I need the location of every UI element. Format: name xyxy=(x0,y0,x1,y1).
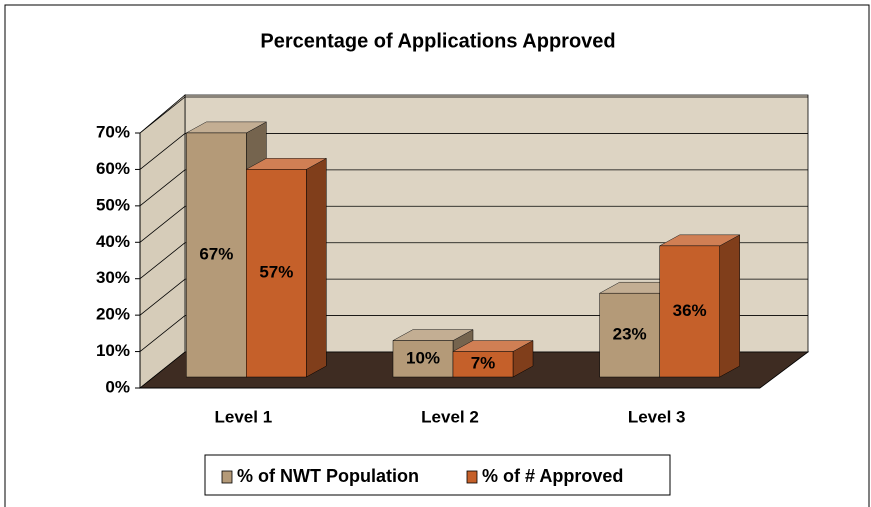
y-tick-label: 0% xyxy=(105,377,130,396)
grid-line xyxy=(139,133,186,170)
bar-top-shade xyxy=(186,121,267,133)
data-label: 23% xyxy=(613,325,647,344)
grid-line xyxy=(139,242,186,280)
bar xyxy=(246,169,307,378)
y-tick-label: 30% xyxy=(96,268,130,287)
bar xyxy=(659,245,720,378)
y-tick-label: 60% xyxy=(96,159,130,178)
bar xyxy=(452,351,514,378)
data-label: 7% xyxy=(471,354,496,373)
x-tick-label: Level 2 xyxy=(421,407,479,426)
legend-swatch xyxy=(466,470,478,484)
legend-label: % of # Approved xyxy=(482,466,623,486)
grid-line xyxy=(139,169,186,207)
grid-line xyxy=(139,205,186,243)
data-label: 67% xyxy=(199,244,233,263)
bar xyxy=(599,292,660,378)
data-label: 36% xyxy=(673,301,707,320)
grid-line xyxy=(139,96,186,134)
chart-title: Percentage of Applications Approved xyxy=(260,30,615,52)
y-tick-label: 10% xyxy=(96,341,130,360)
y-tick-label: 20% xyxy=(96,305,130,324)
bar-side-shade xyxy=(513,340,533,377)
x-tick-label: Level 1 xyxy=(215,407,273,426)
bar-top-shade xyxy=(453,340,533,352)
bar-side-shade xyxy=(719,234,740,377)
bar xyxy=(186,132,247,378)
bar-top-shade xyxy=(246,158,327,170)
x-tick-label: Level 3 xyxy=(628,407,686,426)
y-tick-label: 70% xyxy=(96,122,130,141)
grid-line xyxy=(139,278,186,316)
data-label: 57% xyxy=(259,263,293,282)
legend-label: % of NWT Population xyxy=(237,466,419,486)
bar-side-shade xyxy=(306,158,327,377)
y-tick-label: 50% xyxy=(96,195,130,214)
y-tick-label: 40% xyxy=(96,232,130,251)
legend-box xyxy=(204,454,671,496)
data-label: 10% xyxy=(406,348,440,367)
bar-top-shade xyxy=(659,234,740,246)
bar-top-shade xyxy=(393,329,473,341)
grid-line xyxy=(139,315,186,352)
legend-swatch xyxy=(221,470,233,484)
